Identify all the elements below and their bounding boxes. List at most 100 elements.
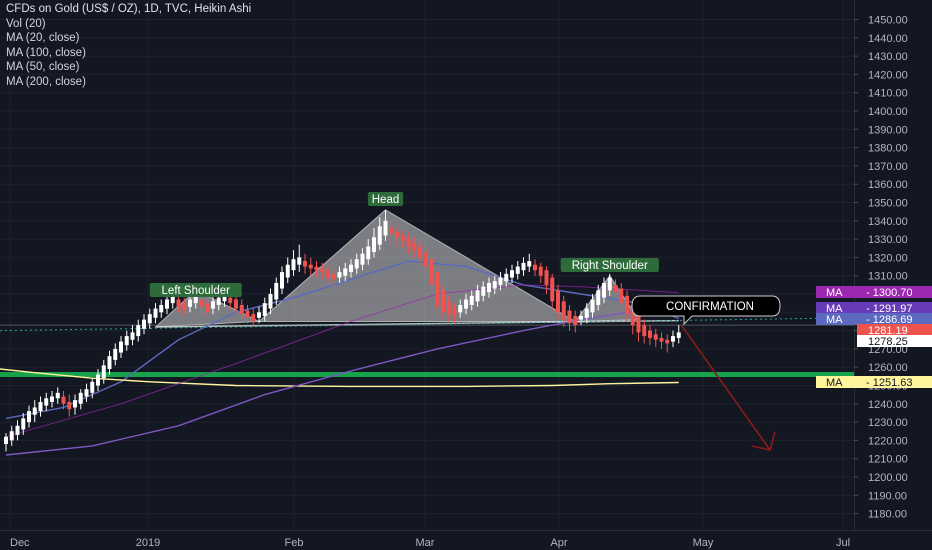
candle-body <box>544 270 549 285</box>
candle-body <box>251 314 256 322</box>
candle-body <box>492 281 497 289</box>
candle-body <box>395 231 399 238</box>
candle-body <box>458 304 463 313</box>
candle-body <box>193 295 198 304</box>
legend-title: CFDs on Gold (US$ / OZ), 1D, TVC, Heikin… <box>6 3 252 15</box>
price-tag-bg <box>857 335 932 347</box>
candle-body <box>262 303 267 316</box>
candle-body <box>538 266 543 276</box>
y-tick-label: 1430.00 <box>868 51 908 63</box>
candle-body <box>423 251 428 267</box>
candle-body <box>665 339 670 344</box>
candle-body <box>170 295 175 304</box>
candle-body <box>521 262 526 271</box>
x-tick-label: Feb <box>285 537 304 549</box>
chart-legend: CFDs on Gold (US$ / OZ), 1D, TVC, Heikin… <box>6 2 251 89</box>
candle-body <box>676 332 681 338</box>
y-tick-label: 1230.00 <box>868 417 908 429</box>
x-tick-label: Mar <box>416 537 435 549</box>
moving-average-line <box>5 308 679 456</box>
candle-body <box>533 264 537 271</box>
price-tag-value: 1281.19 <box>868 325 908 337</box>
candle-body <box>27 411 31 423</box>
label-left-shoulder: Left Shoulder <box>162 285 231 297</box>
candle-body <box>239 304 244 315</box>
candle-body <box>464 299 468 309</box>
candle-body <box>337 272 342 278</box>
y-tick-label: 1260.00 <box>868 362 908 374</box>
candle-body <box>113 348 118 360</box>
moving-average-line <box>0 368 679 388</box>
candle-body <box>96 374 100 386</box>
label-confirmation: CONFIRMATION <box>666 301 754 313</box>
candle-body <box>498 277 503 285</box>
candle-body <box>44 398 49 406</box>
price-tag-value: - 1300.70 <box>866 287 912 299</box>
x-tick-label: 2019 <box>136 537 160 549</box>
candle-body <box>55 392 60 399</box>
candle-body <box>199 299 204 307</box>
candle-body <box>107 356 112 370</box>
candle-body <box>550 277 555 302</box>
support-band <box>0 372 854 378</box>
candle-body <box>159 304 164 313</box>
candle-body <box>274 283 279 300</box>
confirmation-bubble <box>631 295 781 326</box>
price-tag-label: MA <box>826 303 843 315</box>
legend-vol: Vol (20) <box>6 17 46 30</box>
candle-body <box>165 299 169 309</box>
price-tag-label: MA <box>826 377 843 389</box>
price-tag-label: MA <box>826 314 843 326</box>
candle-body <box>21 418 26 430</box>
candle-body <box>314 266 319 271</box>
candle-body <box>435 272 440 307</box>
legend-ma20: MA (20, close) <box>6 32 80 44</box>
candle-body <box>142 319 146 329</box>
candle-body <box>372 237 376 252</box>
candle-body <box>377 226 382 245</box>
candle-body <box>671 336 675 342</box>
price-tag-bg <box>816 286 932 298</box>
candle-body <box>32 407 37 415</box>
candle-body <box>50 396 54 402</box>
candle-body <box>590 299 595 313</box>
candle-body <box>67 401 72 410</box>
y-tick-label: 1400.00 <box>868 106 908 118</box>
candle-body <box>607 277 612 291</box>
candle-body <box>291 259 296 271</box>
price-tag-value: - 1291.97 <box>866 303 912 315</box>
candle-body <box>446 301 451 315</box>
candle-body <box>383 220 388 236</box>
legend-ma100: MA (100, close) <box>6 46 86 59</box>
candle-body <box>481 286 486 296</box>
candle-body <box>268 294 273 309</box>
candle-body <box>216 297 221 305</box>
y-tick-label: 1440.00 <box>868 33 908 45</box>
y-tick-label: 1420.00 <box>868 69 908 81</box>
y-tick-label: 1220.00 <box>868 435 908 447</box>
candle-body <box>602 283 606 298</box>
candle-body <box>469 295 474 305</box>
candle-body <box>90 381 95 393</box>
price-tag-value: 1278.25 <box>868 336 908 348</box>
y-tick-label: 1190.00 <box>868 490 907 502</box>
y-tick-label: 1330.00 <box>868 234 908 246</box>
price-axis-bg <box>854 0 932 550</box>
candle-body <box>153 308 158 318</box>
candle-body <box>176 299 181 307</box>
candle-body <box>452 308 457 316</box>
label-right-shoulder-bg <box>560 258 659 272</box>
candle-body <box>326 270 330 278</box>
candle-body <box>222 294 227 302</box>
projection-arrow-line <box>681 325 771 451</box>
candle-body <box>124 336 129 346</box>
y-tick-label: 1390.00 <box>868 124 908 136</box>
candle-body <box>285 264 290 278</box>
x-tick-label: Jul <box>836 537 850 549</box>
candle-body <box>630 304 635 326</box>
candle-body <box>73 400 77 408</box>
candle-body <box>412 242 417 251</box>
candle-body <box>245 310 250 318</box>
candle-body <box>636 315 641 333</box>
